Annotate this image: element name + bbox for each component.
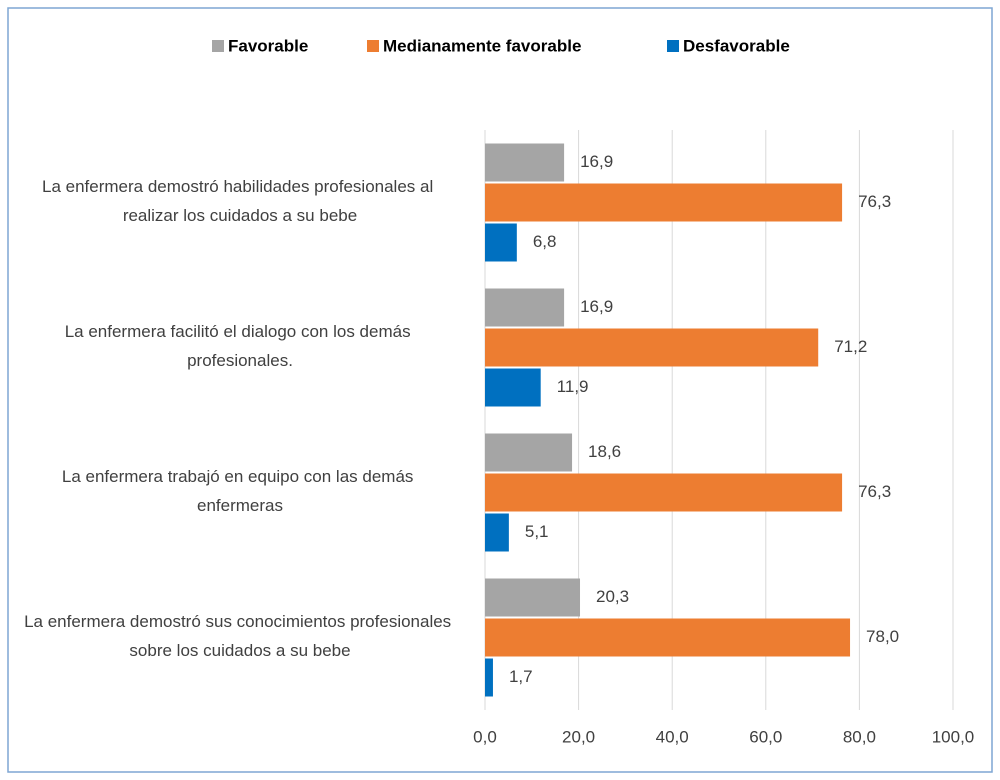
legend-label: Desfavorable <box>683 36 790 55</box>
legend-swatch <box>367 40 379 52</box>
value-label: 76,3 <box>858 192 891 211</box>
bar <box>485 288 565 327</box>
bar <box>485 578 581 617</box>
x-tick-label: 40,0 <box>656 727 689 746</box>
bar <box>485 328 819 367</box>
value-label: 5,1 <box>525 522 549 541</box>
bar <box>485 143 565 182</box>
legend-label: Favorable <box>228 36 308 55</box>
value-label: 18,6 <box>588 442 621 461</box>
legend-label: Medianamente favorable <box>383 36 581 55</box>
value-label: 20,3 <box>596 587 629 606</box>
x-tick-label: 0,0 <box>473 727 497 746</box>
value-label: 1,7 <box>509 667 533 686</box>
value-label: 16,9 <box>580 152 613 171</box>
value-label: 11,9 <box>557 377 589 396</box>
bar <box>485 513 509 552</box>
value-label: 6,8 <box>533 232 557 251</box>
category-label: La enfermera demostró habilidades profes… <box>42 177 438 225</box>
category-label: La enfermera facilitó el dialogo con los… <box>65 322 416 370</box>
x-tick-label: 100,0 <box>932 727 975 746</box>
category-label: La enfermera demostró sus conocimientos … <box>24 612 456 660</box>
legend-swatch <box>212 40 224 52</box>
bar <box>485 618 851 657</box>
bar <box>485 183 843 222</box>
x-tick-label: 20,0 <box>562 727 595 746</box>
bar <box>485 473 843 512</box>
bar <box>485 433 573 472</box>
value-label: 71,2 <box>834 337 867 356</box>
bar <box>485 658 493 697</box>
x-tick-label: 80,0 <box>843 727 876 746</box>
bar <box>485 368 541 407</box>
bar <box>485 223 517 262</box>
value-label: 76,3 <box>858 482 891 501</box>
value-label: 16,9 <box>580 297 613 316</box>
category-label: La enfermera trabajó en equipo con las d… <box>62 467 418 515</box>
legend-swatch <box>667 40 679 52</box>
x-tick-label: 60,0 <box>749 727 782 746</box>
value-label: 78,0 <box>866 627 899 646</box>
